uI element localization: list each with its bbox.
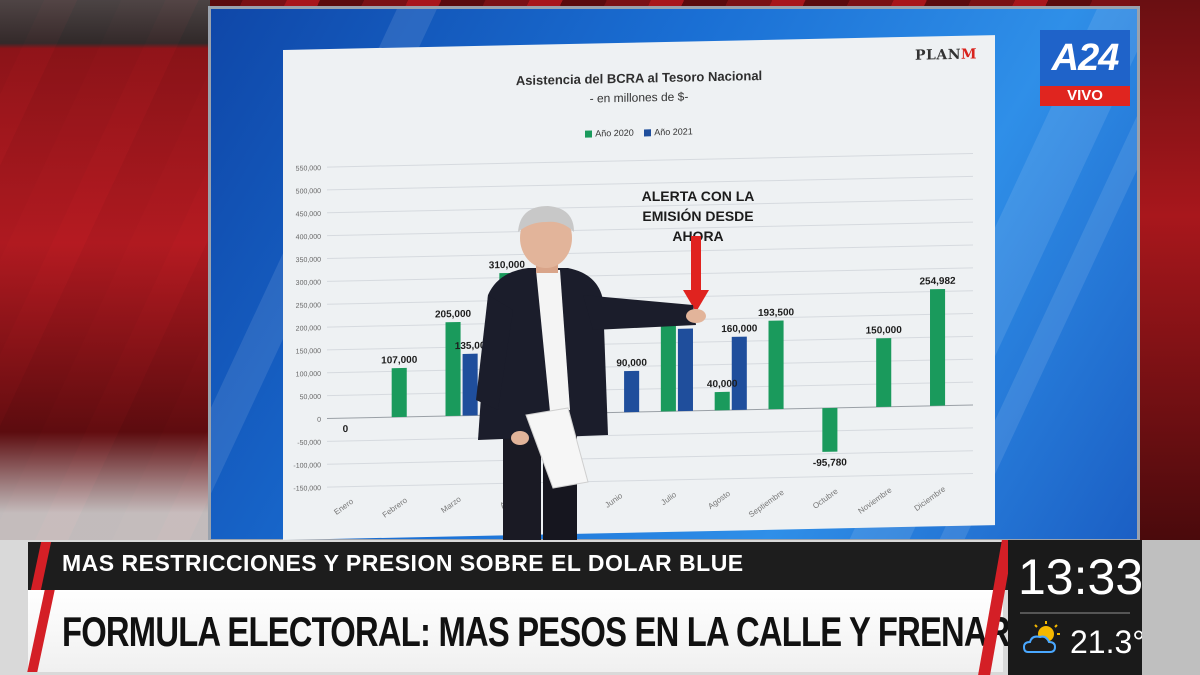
x-tick-label: Noviembre — [857, 485, 894, 515]
y-tick-label: 50,000 — [300, 394, 322, 401]
gridline — [327, 450, 973, 465]
lower-third-edge — [1142, 540, 1200, 675]
y-tick-label: 0 — [317, 417, 321, 424]
x-tick-label: Septiembre — [747, 488, 786, 520]
channel-logo: A24 VIVO — [1040, 30, 1130, 106]
data-label: 310,000 — [489, 260, 526, 272]
bar-2020-julio — [660, 319, 676, 412]
gridline — [327, 267, 973, 282]
gridline — [327, 381, 973, 397]
bar-2020-noviembre — [876, 338, 892, 408]
data-label: 0 — [343, 424, 349, 435]
y-tick-label: 500,000 — [296, 188, 321, 196]
bar-2020-octubre — [822, 407, 838, 452]
presenter-figure — [476, 206, 706, 545]
data-label: -95,780 — [813, 457, 847, 469]
clock-time: 13:33 — [1018, 549, 1144, 605]
bar-2021-agosto — [731, 336, 747, 411]
gridline — [327, 153, 973, 168]
y-tick-label: 550,000 — [296, 165, 321, 173]
data-label: 107,000 — [381, 355, 418, 367]
bar-2020-febrero — [391, 367, 407, 418]
x-tick-label: Febrero — [381, 495, 410, 519]
clock-divider — [1020, 612, 1130, 614]
gridline — [327, 358, 973, 374]
y-tick-label: -150,000 — [293, 485, 321, 493]
bar-2021-marzo — [462, 353, 478, 416]
title-bar — [28, 590, 1003, 672]
data-label: 150,000 — [866, 325, 903, 337]
y-tick-label: 450,000 — [296, 211, 321, 219]
y-tick-label: 250,000 — [296, 302, 321, 310]
data-label: 193,500 — [758, 307, 795, 319]
bar-2020-agosto — [714, 391, 730, 411]
bar-2020-diciembre — [930, 288, 946, 406]
headline-bar — [28, 542, 1013, 590]
bar-2021-junio — [624, 370, 640, 413]
partly-cloudy-icon — [1022, 621, 1060, 653]
gridline — [327, 244, 973, 260]
weather-widget: 21.3° — [1022, 620, 1145, 660]
data-label: 205,000 — [435, 309, 472, 321]
y-tick-label: -50,000 — [297, 439, 321, 446]
alert-arrow-icon — [683, 236, 709, 312]
y-tick-label: -100,000 — [293, 462, 321, 470]
x-tick-label: Enero — [332, 497, 355, 517]
gridline — [327, 198, 973, 214]
alert-annotation-line1: ALERTA CON LA — [641, 188, 755, 204]
channel-logo-text: A24 — [1040, 30, 1130, 86]
bar-2021-julio — [677, 328, 693, 412]
x-tick-label: Octubre — [811, 486, 840, 510]
alert-annotation: ALERTA CON LA EMISIÓN DESDE AHORA — [628, 186, 768, 246]
headline-text: MAS RESTRICCIONES Y PRESION SOBRE EL DOL… — [62, 550, 744, 576]
data-label: 160,000 — [721, 323, 758, 335]
gridline — [327, 290, 973, 305]
y-tick-label: 100,000 — [296, 371, 321, 379]
bar-2020-septiembre — [768, 320, 784, 410]
x-tick-label: Diciembre — [913, 484, 948, 513]
y-tick-label: 150,000 — [296, 348, 321, 356]
y-tick-label: 200,000 — [296, 325, 321, 333]
gridline — [327, 221, 973, 237]
live-badge: VIVO — [1040, 86, 1130, 106]
bar-2020-marzo — [445, 321, 461, 417]
gridline — [327, 335, 973, 351]
studio-left-panel — [0, 0, 210, 540]
data-label: 135,00 — [455, 340, 486, 352]
y-tick-label: 300,000 — [296, 279, 321, 287]
gridline — [327, 427, 973, 442]
data-label: 40,000 — [707, 379, 738, 391]
y-tick-label: 400,000 — [296, 234, 321, 242]
lower-third: MAS RESTRICCIONES Y PRESION SOBRE EL DOL… — [0, 540, 1200, 675]
gridline — [327, 404, 973, 420]
studio-right-panel — [1130, 0, 1200, 540]
temperature: 21.3° — [1070, 624, 1146, 660]
y-tick-label: 350,000 — [296, 257, 321, 265]
data-label: 254,982 — [919, 276, 956, 288]
data-label: 90,000 — [616, 358, 647, 370]
gridline — [327, 473, 973, 488]
gridline — [327, 175, 973, 191]
